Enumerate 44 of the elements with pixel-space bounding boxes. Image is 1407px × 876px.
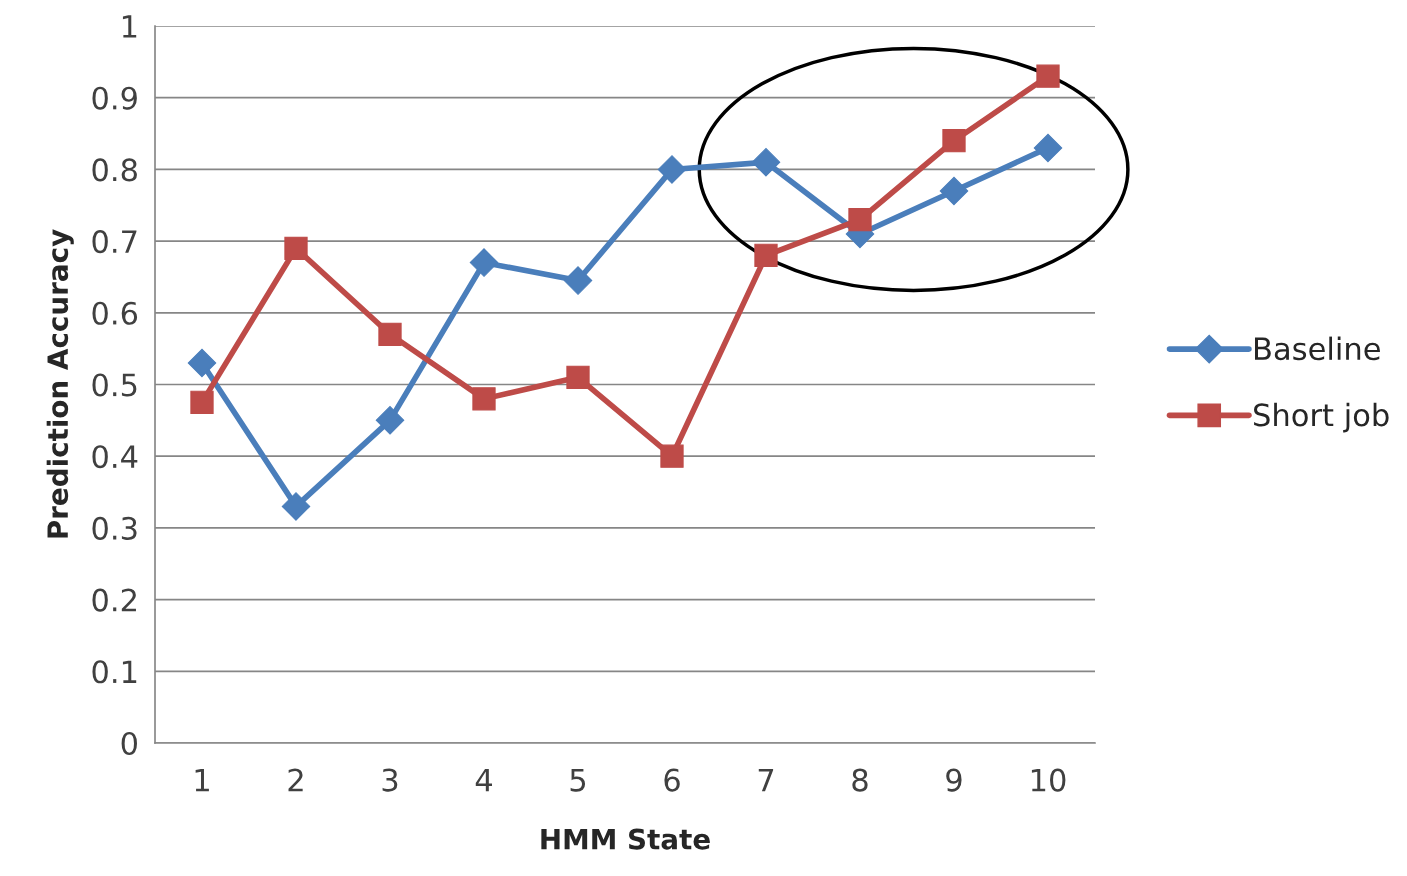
y-tick-label: 0: [121, 731, 137, 756]
legend-label: Baseline: [1255, 336, 1380, 361]
point: [1036, 64, 1060, 88]
point: [751, 147, 781, 177]
y-tick-label: 0.4: [92, 445, 138, 469]
y-tick-label: 0.3: [92, 516, 137, 540]
x-tick-label: 4: [475, 768, 493, 792]
x-tick-label: 6: [664, 768, 680, 792]
y-tick-label: 0.2: [92, 588, 136, 612]
y-tick-label: 0.8: [92, 158, 137, 182]
y-tick-label: 0.7: [92, 230, 137, 254]
point: [657, 155, 687, 184]
legend-label: Short job: [1254, 402, 1389, 433]
point: [472, 387, 496, 411]
x-tick-label: 10: [1031, 768, 1066, 792]
y-tick-label: 1: [122, 15, 137, 38]
y-axis-title: Prediction Accuracy: [46, 229, 74, 538]
y-tick-label: 0.9: [92, 86, 137, 110]
point: [1033, 133, 1063, 163]
x-tick-label: 9: [946, 768, 962, 792]
point: [378, 322, 402, 346]
point: [190, 390, 214, 415]
point: [469, 248, 499, 277]
point: [660, 444, 684, 468]
x-tick-label: 8: [852, 768, 868, 792]
point: [375, 406, 405, 435]
y-tick-label: 0.1: [92, 660, 137, 684]
point: [566, 365, 590, 389]
point: [848, 207, 872, 232]
point: [187, 348, 217, 378]
point: [284, 236, 308, 260]
x-tick-label: 7: [758, 768, 774, 792]
x-axis-title: HMM State: [541, 828, 710, 850]
y-tick-label: 0.5: [92, 373, 137, 397]
x-tick-label: 1: [195, 768, 209, 792]
point: [563, 266, 593, 295]
x-tick-label: 5: [570, 768, 586, 792]
point: [754, 243, 778, 268]
x-tick-label: 3: [382, 768, 398, 792]
point: [281, 492, 311, 521]
y-tick-label: 0.6: [92, 301, 138, 325]
point: [939, 176, 969, 206]
x-tick-label: 2: [288, 768, 303, 792]
point: [942, 129, 966, 153]
